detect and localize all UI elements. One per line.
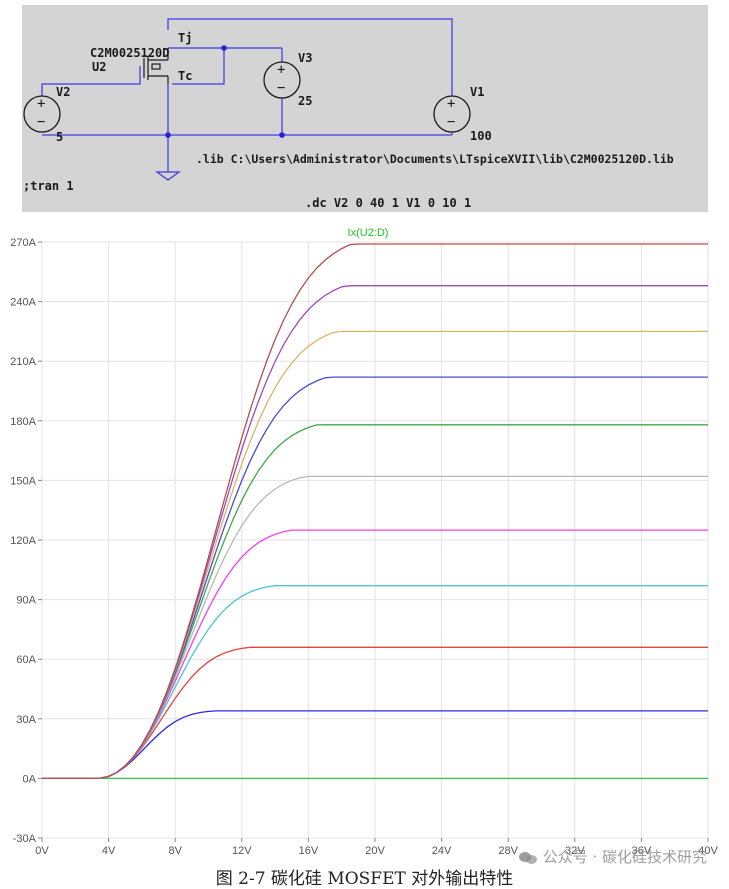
- svg-text:−: −: [277, 80, 285, 96]
- watermark: 公众号 · 碳化硅技术研究: [518, 846, 707, 867]
- y-tick-label: 60A: [16, 654, 36, 666]
- v3-source: + −: [263, 61, 301, 99]
- svg-text:+: +: [277, 62, 285, 78]
- v1-value-label: 100: [470, 129, 492, 143]
- y-tick-label: 270A: [10, 237, 36, 249]
- y-tick-label: 90A: [16, 595, 36, 607]
- lib-directive: .lib C:\Users\Administrator\Documents\LT…: [196, 152, 674, 166]
- plot-title: Ix(U2:D): [348, 227, 389, 239]
- x-tick-label: 12V: [232, 845, 252, 857]
- junction-dots: [165, 45, 285, 138]
- mosfet-model-label: C2M0025120D: [90, 46, 169, 60]
- y-tick-label: 150A: [10, 475, 36, 487]
- x-tick-label: 32V: [565, 845, 585, 857]
- v2-name-label: V2: [56, 85, 70, 99]
- y-tick-label: 180A: [10, 416, 36, 428]
- mosfet-ref-label: U2: [92, 60, 106, 74]
- y-tick-label: 0A: [23, 773, 37, 785]
- v2-value-label: 5: [56, 130, 63, 144]
- schematic-background: [22, 5, 708, 212]
- x-tick-label: 8V: [168, 845, 182, 857]
- schematic-wires: [41, 18, 453, 181]
- x-tick-label: 24V: [432, 845, 452, 857]
- series-line-10: [42, 243, 708, 780]
- tc-pin-label: Tc: [178, 69, 192, 83]
- x-axis-ticks: 0V 4V 8V 12V 16V 20V 24V 28V 32V 36V 40V: [35, 838, 718, 857]
- x-tick-label: 0V: [35, 845, 49, 857]
- x-tick-label: 16V: [299, 845, 319, 857]
- y-tick-label: 210A: [10, 356, 36, 368]
- ltspice-schematic: + − + − + − C2M0025120D U2 Tj Tc V2 5 V3…: [22, 5, 708, 212]
- svg-text:−: −: [37, 114, 45, 130]
- y-tick-label: 120A: [10, 535, 36, 547]
- v3-name-label: V3: [298, 51, 312, 65]
- tj-pin-label: Tj: [178, 31, 192, 45]
- svg-text:+: +: [37, 96, 45, 112]
- output-characteristic-plot: Ix(U2:D) 0V 4V 8V 12V 16V 20V 24V 28V 32V 36V 40V …: [10, 227, 718, 857]
- tran-directive: ;tran 1: [23, 179, 74, 193]
- series-line-1: [42, 710, 708, 780]
- v1-source: + −: [433, 95, 471, 133]
- y-tick-label: 30A: [16, 714, 36, 726]
- svg-text:+: +: [447, 96, 455, 112]
- v3-value-label: 25: [298, 94, 312, 108]
- id-curves: [42, 243, 708, 780]
- y-tick-label: -30A: [13, 833, 37, 845]
- y-tick-label: 240A: [10, 297, 36, 309]
- x-tick-label: 4V: [102, 845, 116, 857]
- x-tick-label: 28V: [498, 845, 518, 857]
- x-tick-label: 36V: [632, 845, 652, 857]
- v1-name-label: V1: [470, 85, 484, 99]
- figure-caption: 图 2-7 碳化硅 MOSFET 对外输出特性: [215, 869, 514, 889]
- dc-directive: .dc V2 0 40 1 V1 0 10 1: [305, 196, 471, 210]
- svg-text:−: −: [447, 114, 455, 130]
- wechat-icon: [518, 850, 539, 864]
- y-axis-ticks: -30A 0A 30A 60A 90A 120A 150A 180A 210A 240A 270A: [10, 237, 42, 845]
- series-line-2: [42, 646, 708, 780]
- mosfet-symbol: [143, 48, 169, 84]
- watermark-text: 公众号 · 碳化硅技术研究: [542, 848, 707, 866]
- x-tick-label: 40V: [698, 845, 718, 857]
- x-tick-label: 20V: [365, 845, 385, 857]
- v2-source: + −: [23, 95, 61, 133]
